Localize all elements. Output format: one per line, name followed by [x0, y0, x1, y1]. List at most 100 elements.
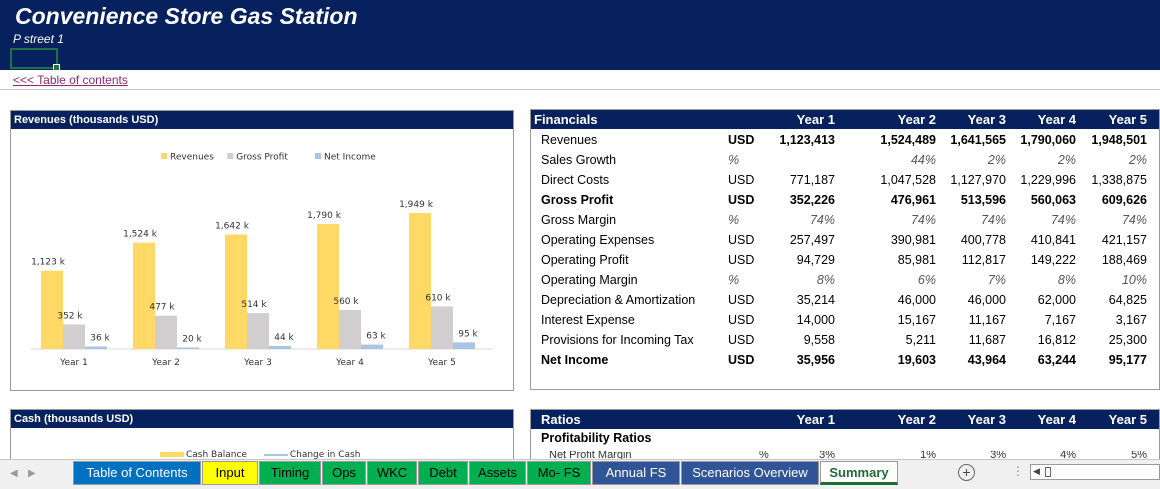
data-label: 560 k — [333, 297, 359, 307]
legend-swatch — [160, 452, 184, 457]
cell-value: 94,729 — [796, 253, 835, 267]
sheet-tab[interactable]: Scenarios Overview — [681, 461, 819, 485]
cash-chart-header: Cash (thousands USD) — [11, 410, 513, 428]
cell-value: 5,211 — [905, 333, 936, 347]
cell-value: 1,338,875 — [1091, 173, 1147, 187]
scroll-tabs-right-icon[interactable]: ▶ — [28, 468, 36, 479]
scrollbar-thumb[interactable] — [1045, 467, 1051, 477]
data-label: 44 k — [274, 333, 294, 343]
divider — [0, 89, 1160, 90]
data-label: 477 k — [149, 303, 175, 313]
caret-left-icon[interactable]: ◀ — [1033, 466, 1040, 476]
cell-value: 2% — [1057, 153, 1076, 167]
cell-value: 421,157 — [1101, 233, 1147, 247]
table-row: Interest Expense USD 14,000 15,167 11,167 7,1… — [531, 310, 1159, 330]
cell-value: 257,497 — [789, 233, 835, 247]
cell-value: 7% — [987, 273, 1006, 287]
sheet-tab[interactable]: Assets — [469, 461, 526, 485]
sheet-tab[interactable]: Timing — [259, 461, 321, 485]
row-label: Operating Margin — [541, 273, 638, 287]
bar-revenues — [317, 224, 339, 349]
legend-swatch — [263, 453, 288, 456]
ratios-section-title: Profitability Ratios — [541, 431, 652, 445]
sheet-tab[interactable]: Summary — [820, 461, 898, 485]
bar-gross-profit — [155, 315, 177, 349]
selected-cell[interactable] — [10, 48, 60, 71]
cell-value: 560,063 — [1030, 193, 1076, 207]
cell-value: 46,000 — [897, 293, 936, 307]
bar-net-income — [85, 346, 107, 349]
table-row: Sales Growth% 44% 2% 2% 2% — [531, 150, 1159, 170]
sheet-tab[interactable]: Input — [202, 461, 258, 485]
sheet-tab[interactable]: Mo- FS — [527, 461, 591, 485]
cell-value: 2% — [1128, 153, 1147, 167]
cell-value: 44% — [910, 153, 936, 167]
row-unit: USD — [728, 133, 755, 147]
data-label: 1,123 k — [31, 258, 66, 268]
x-tick-label: Year 3 — [243, 358, 272, 368]
table-row: Provisions for Incoming Tax USD 9,558 5,211… — [531, 330, 1159, 350]
horizontal-scrollbar[interactable]: ◀ — [1030, 464, 1160, 480]
cell-value: 25,300 — [1108, 333, 1147, 347]
row-label: Interest Expense — [541, 313, 635, 327]
x-tick-label: Year 1 — [59, 358, 88, 368]
cell-value: 410,841 — [1030, 233, 1076, 247]
bar-revenues — [41, 270, 63, 349]
sheet-tab-bar: ◀ ▶ Table of Contents Input Timing Ops WKC De… — [0, 459, 1160, 489]
sheet-tab[interactable]: Annual FS — [592, 461, 680, 485]
cell-value: 74% — [1121, 213, 1147, 227]
title-banner: Convenience Store Gas Station P street 1 — [0, 0, 1160, 71]
ratio-value: 5% — [1131, 451, 1147, 459]
cell-value: 85,981 — [897, 253, 936, 267]
legend-swatch — [227, 153, 234, 159]
cell-value: 35,956 — [796, 353, 835, 367]
sheet-tab[interactable]: WKC — [367, 461, 417, 485]
legend-label: Gross Profit — [236, 153, 288, 163]
cell-value: 14,000 — [796, 313, 835, 327]
x-tick-label: Year 5 — [427, 358, 456, 368]
revenue-chart-header: Revenues (thousands USD) — [11, 111, 513, 129]
row-unit: USD — [728, 293, 755, 307]
row-unit: % — [728, 213, 740, 227]
revenue-chart-panel[interactable]: Revenues (thousands USD) 1,123 k 352 k 36 … — [10, 110, 514, 391]
ratios-year-header: Year 3 — [967, 412, 1006, 427]
ratio-unit: % — [759, 451, 769, 459]
cell-value: 1,047,528 — [880, 173, 936, 187]
revenue-chart: 1,123 k 352 k 36 k Year 1 1,524 k 477 k 20 k Ye… — [31, 153, 493, 368]
row-label: Operating Profit — [541, 253, 629, 267]
cell-value: 400,778 — [960, 233, 1006, 247]
cell-value: 74% — [910, 213, 936, 227]
plus-circle-icon[interactable]: + — [958, 464, 975, 481]
cell-value: 74% — [980, 213, 1006, 227]
row-unit: USD — [728, 333, 755, 347]
legend-swatch — [315, 153, 321, 159]
bar-revenues — [409, 213, 431, 349]
data-label: 352 k — [57, 311, 83, 321]
sheet-tab[interactable]: Ops — [322, 461, 366, 485]
bar-net-income — [177, 347, 199, 349]
table-row: Gross Profit USD 352,226 476,961 513,596 560,… — [531, 190, 1159, 210]
cell-value: 16,812 — [1037, 333, 1076, 347]
data-label: 1,524 k — [123, 230, 158, 240]
financials-year-header: Year 1 — [796, 112, 835, 127]
scroll-tabs-left-icon[interactable]: ◀ — [10, 468, 18, 479]
table-row: Net Income USD 35,956 19,603 43,964 63,244 95,… — [531, 350, 1159, 370]
bar-gross-profit — [431, 306, 453, 349]
cell-value: 352,226 — [789, 193, 835, 207]
sheet-tab[interactable]: Table of Contents — [73, 461, 201, 485]
bar-gross-profit — [339, 309, 361, 349]
cell-value: 8% — [816, 273, 835, 287]
cell-value: 35,214 — [796, 293, 835, 307]
row-label: Direct Costs — [541, 173, 610, 187]
cell-value: 8% — [1057, 273, 1076, 287]
cell-value: 2% — [987, 153, 1006, 167]
cell-value: 112,817 — [961, 253, 1006, 267]
ratios-year-header: Year 5 — [1108, 412, 1147, 427]
bar-gross-profit — [247, 313, 269, 349]
sheet-tab[interactable]: Debt — [418, 461, 468, 485]
ellipsis-icon[interactable]: ⋮ — [1012, 464, 1024, 478]
cell-value: 1,123,413 — [779, 133, 835, 147]
cell-value: 46,000 — [967, 293, 1006, 307]
table-of-contents-link[interactable]: <<< Table of contents — [13, 73, 128, 87]
cash-chart-panel[interactable]: Cash (thousands USD) — [10, 409, 514, 461]
